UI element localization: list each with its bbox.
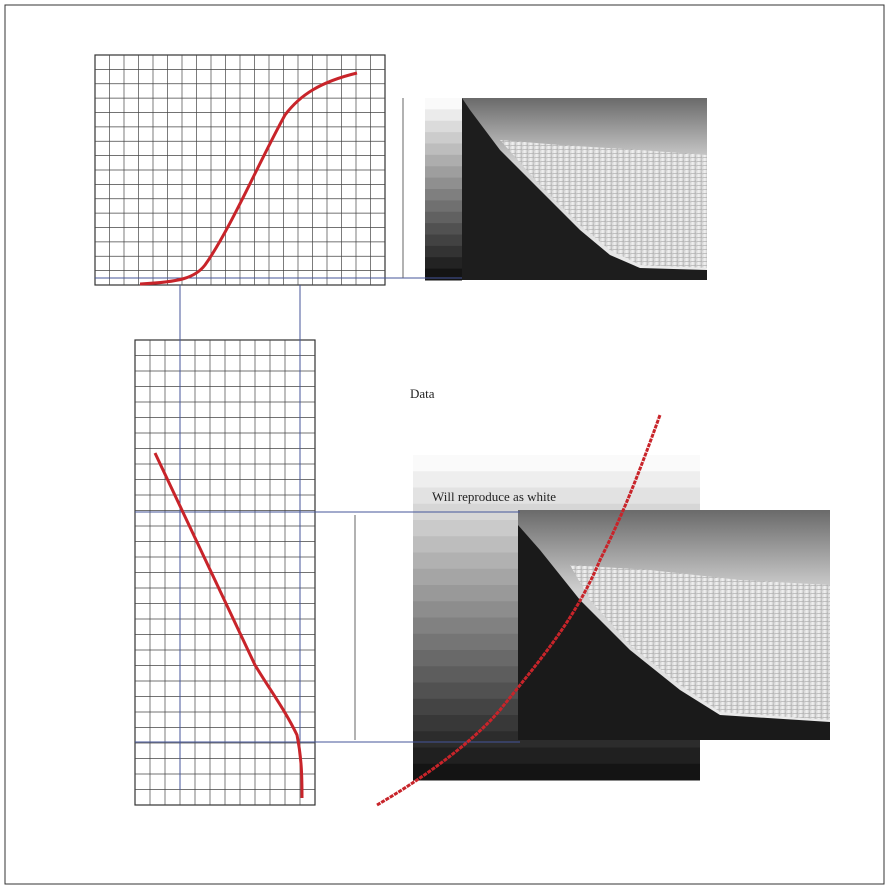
wedge-step: [425, 223, 462, 235]
wedge-step: [425, 144, 462, 156]
wedge-step: [413, 471, 700, 488]
page: Data Will reproduce as white: [0, 0, 890, 890]
wedge-step: [425, 132, 462, 144]
wedge-step: [425, 246, 462, 258]
wedge-step: [425, 257, 462, 269]
wedge-step: [425, 178, 462, 190]
top-photo: [425, 98, 707, 281]
wedge-step: [425, 235, 462, 247]
white-note: Will reproduce as white: [432, 489, 556, 504]
wedge-step: [425, 121, 462, 133]
wedge-step: [425, 98, 462, 110]
wedge-step: [425, 166, 462, 178]
wedge-step: [425, 189, 462, 201]
wedge-step: [413, 455, 700, 472]
wedge-step: [425, 109, 462, 121]
wedge-step: [413, 764, 700, 781]
wedge-step: [425, 200, 462, 212]
wedge-steps: [425, 98, 462, 281]
wedge-step: [425, 212, 462, 224]
wedge-step: [425, 155, 462, 167]
data-label: Data: [410, 386, 435, 401]
wedge-step: [425, 269, 462, 281]
